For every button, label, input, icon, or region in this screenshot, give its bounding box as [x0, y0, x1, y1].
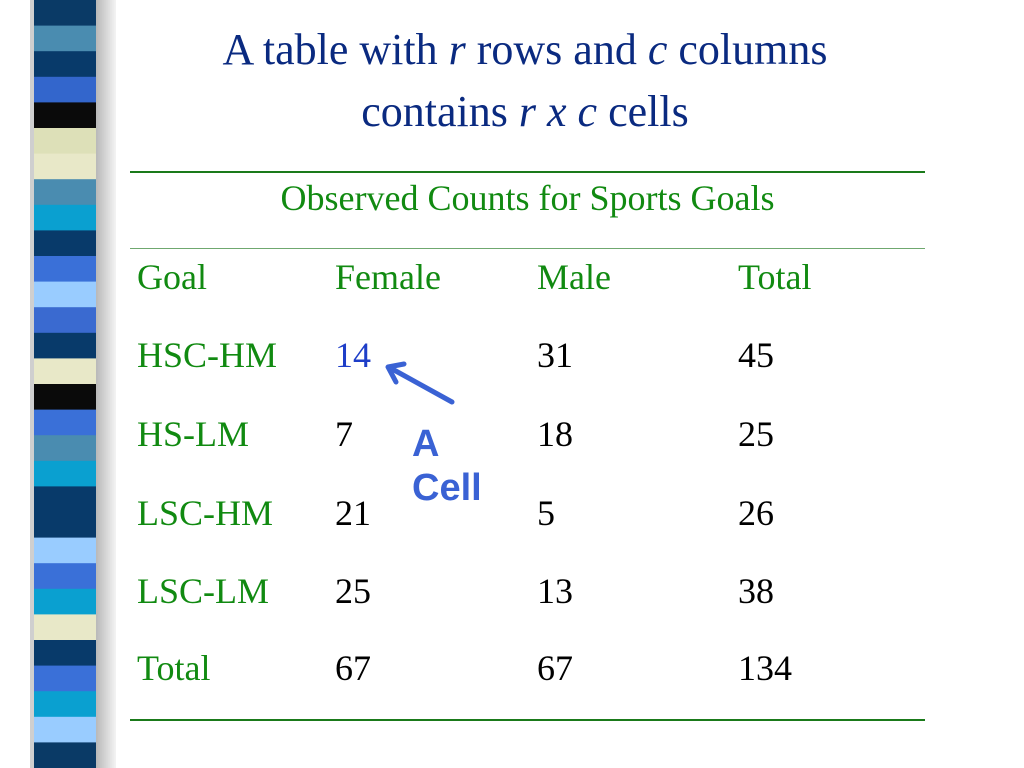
stripe-block [34, 742, 96, 768]
table-header-cell: Goal [137, 257, 207, 297]
stripe-block [34, 281, 96, 308]
table-caption: Observed Counts for Sports Goals [280, 178, 775, 218]
stripe-block [34, 51, 96, 78]
table-cell: 5 [537, 493, 555, 533]
table-rule-top [130, 171, 925, 173]
callout-arrow-icon [385, 361, 455, 405]
stripe-block [34, 358, 96, 385]
stripe-shadow [96, 0, 116, 768]
stripe-block [34, 435, 96, 462]
stripe-block [34, 102, 96, 129]
table-cell: 45 [738, 335, 774, 375]
table-rule-bottom [130, 719, 925, 721]
stripe-shadow-left [30, 0, 34, 768]
table-cell: 134 [738, 648, 792, 688]
stripe-block [34, 204, 96, 231]
table-cell: 38 [738, 571, 774, 611]
highlighted-cell: 14 [335, 335, 371, 375]
table-cell: 7 [335, 414, 353, 454]
callout-label: A Cell [412, 422, 482, 510]
table-row-label: LSC-LM [137, 571, 270, 611]
table-row-label: LSC-HM [137, 493, 274, 533]
decorative-stripe-bar [34, 0, 96, 768]
table-cell: 25 [335, 571, 371, 611]
table-row-label: Total [137, 648, 211, 688]
stripe-block [34, 460, 96, 487]
table-cell: 31 [537, 335, 573, 375]
stripe-block [34, 0, 96, 27]
table-cell: 26 [738, 493, 774, 533]
stripe-block [34, 512, 96, 539]
table-row-label: HS-LM [137, 414, 250, 454]
stripe-block [34, 409, 96, 436]
stripe-block [34, 256, 96, 283]
table-cell: 67 [537, 648, 573, 688]
stripe-block [34, 25, 96, 52]
table-cell: 18 [537, 414, 573, 454]
stripe-block [34, 537, 96, 564]
table-header-cell: Total [738, 257, 812, 297]
stripe-block [34, 76, 96, 103]
stripe-block [34, 640, 96, 667]
stripe-block [34, 716, 96, 743]
stripe-block [34, 332, 96, 359]
slide-title-line-2: contains r x c cells [361, 87, 689, 136]
table-cell: 21 [335, 493, 371, 533]
stripe-block [34, 307, 96, 334]
stripe-block [34, 691, 96, 718]
stripe-block [34, 563, 96, 590]
table-cell: 13 [537, 571, 573, 611]
callout-label-line-1: A [412, 423, 440, 465]
slide-title-line-1: A table with r rows and c columns [222, 25, 828, 74]
table-header-cell: Female [335, 257, 441, 297]
stripe-block [34, 230, 96, 257]
stripe-block [34, 128, 96, 155]
callout-label-line-2: Cell [412, 467, 482, 509]
table-cell: 25 [738, 414, 774, 454]
stripe-block [34, 384, 96, 411]
stripe-block [34, 153, 96, 180]
stripe-block [34, 486, 96, 513]
table-rule-header [130, 248, 925, 249]
table-row-label: HSC-HM [137, 335, 278, 375]
stripe-block [34, 665, 96, 692]
table-cell: 67 [335, 648, 371, 688]
stripe-block [34, 614, 96, 641]
stripe-block [34, 588, 96, 615]
table-header-cell: Male [537, 257, 611, 297]
stripe-block [34, 179, 96, 206]
